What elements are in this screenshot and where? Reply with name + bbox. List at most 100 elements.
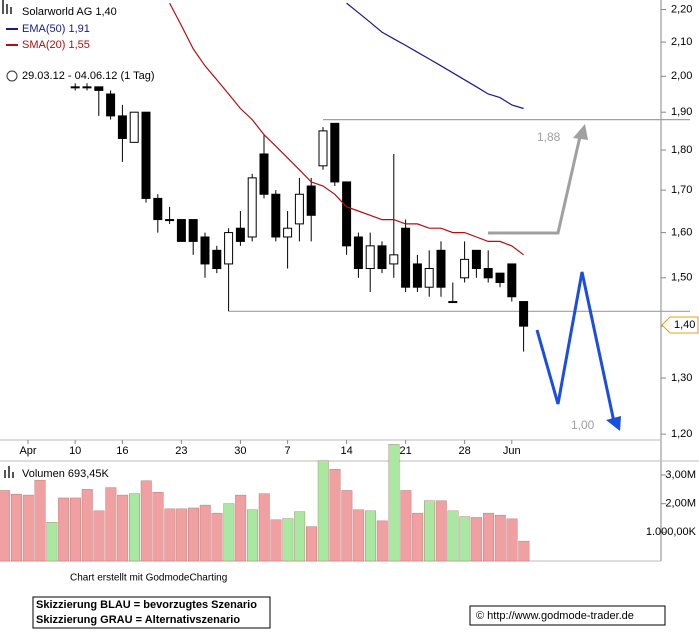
volume-bar bbox=[424, 500, 435, 562]
candle-body bbox=[283, 227, 293, 238]
x-tick-label: 14 bbox=[340, 445, 352, 457]
volume-bar bbox=[329, 469, 341, 562]
volume-bar bbox=[187, 507, 199, 562]
candle-body bbox=[365, 245, 375, 270]
candle-body bbox=[460, 258, 470, 279]
x-tick-label: 21 bbox=[399, 445, 411, 457]
candle-body bbox=[165, 219, 175, 222]
icon bbox=[4, 470, 6, 478]
legend-name: SMA(20) bbox=[22, 39, 65, 51]
note: Skizzierung BLAU = bevorzugtes Szenario bbox=[36, 599, 257, 611]
candle-body bbox=[188, 219, 198, 242]
candle-body bbox=[424, 268, 434, 288]
blue-scenario bbox=[535, 271, 616, 423]
volume-bar bbox=[0, 490, 11, 562]
candle-body bbox=[342, 181, 352, 247]
volume-bar bbox=[176, 508, 188, 562]
icon bbox=[8, 466, 10, 478]
candle-body bbox=[224, 232, 234, 265]
volume-bar bbox=[46, 522, 58, 562]
candle-body bbox=[259, 153, 269, 195]
volume-title: Volumen 693,45K bbox=[22, 468, 110, 480]
price-marker bbox=[661, 316, 699, 334]
candle-body bbox=[247, 177, 257, 238]
volume-bar bbox=[105, 487, 117, 562]
icon bbox=[10, 7, 12, 14]
candle-body bbox=[401, 227, 411, 288]
y-tick-label: 2,10 bbox=[671, 36, 692, 48]
volume-bar bbox=[459, 516, 471, 562]
volume-bar bbox=[58, 497, 70, 562]
volume-bar bbox=[211, 512, 223, 562]
candle-body bbox=[117, 115, 127, 139]
y-tick-label: 1,50 bbox=[671, 272, 692, 284]
copyright-box bbox=[469, 605, 666, 626]
volume-bar bbox=[306, 526, 317, 562]
volume-bar bbox=[376, 520, 388, 562]
volume-bar bbox=[246, 509, 258, 562]
footer: Chart erstellt mit GodmodeCharting bbox=[70, 573, 227, 584]
annotation: 1,00 bbox=[571, 418, 595, 432]
candle-body bbox=[306, 185, 316, 216]
candle-body bbox=[141, 111, 151, 199]
volume-bar bbox=[365, 510, 376, 562]
y-tick-label: 1,90 bbox=[671, 106, 692, 118]
y-tick-label: 1,70 bbox=[671, 184, 692, 196]
volume-bar bbox=[483, 512, 494, 562]
x-tick-label: Apr bbox=[19, 445, 36, 457]
candle-body bbox=[436, 249, 446, 288]
y-tick-label: 1,30 bbox=[671, 372, 692, 384]
volume-bar bbox=[235, 494, 247, 562]
clock-icon bbox=[6, 70, 18, 82]
volume-bar bbox=[447, 510, 459, 562]
volume-bar bbox=[341, 490, 353, 562]
x-tick-label: 10 bbox=[69, 445, 81, 457]
candle-body bbox=[129, 111, 139, 143]
grey-scenario bbox=[488, 131, 583, 235]
volume-bar bbox=[34, 479, 46, 562]
candle-body bbox=[389, 254, 399, 265]
volume-bar bbox=[518, 540, 530, 562]
volume-bar bbox=[258, 493, 270, 562]
volume-bar bbox=[22, 494, 34, 562]
candle-body bbox=[82, 86, 92, 89]
volume-bar bbox=[152, 491, 164, 562]
annotation: 1,88 bbox=[537, 130, 561, 144]
volume-tick-label: 3,00M bbox=[665, 469, 696, 481]
candle-body bbox=[519, 301, 529, 327]
y-tick-label: 2,00 bbox=[671, 70, 692, 82]
volume-bar bbox=[388, 444, 400, 562]
note: Skizzierung GRAU = Alternativszenario bbox=[36, 614, 240, 626]
candle-body bbox=[353, 236, 363, 270]
volume-bar bbox=[69, 497, 81, 562]
volume-bar bbox=[435, 500, 447, 562]
legend-text: Solarworld AG bbox=[22, 6, 92, 18]
volume-bar bbox=[93, 510, 105, 562]
candle-body bbox=[153, 197, 163, 221]
legend-value: 1,40 bbox=[95, 6, 116, 18]
legend-title: Solarworld AG 1,40 bbox=[22, 6, 117, 18]
icon bbox=[2, 0, 4, 14]
x-tick-label: Jun bbox=[503, 445, 521, 457]
volume-bar bbox=[117, 494, 129, 562]
volume-bar bbox=[81, 489, 93, 562]
volume-bar bbox=[353, 509, 365, 562]
volume-bar bbox=[412, 512, 424, 562]
icon bbox=[12, 472, 14, 478]
candle-body bbox=[318, 130, 328, 167]
volume-bar bbox=[317, 460, 329, 562]
y-tick-label: 1,20 bbox=[671, 428, 692, 440]
y-tick-label: 2,20 bbox=[671, 3, 692, 15]
volume-bar bbox=[294, 511, 306, 562]
volume-bar bbox=[140, 480, 152, 562]
arrow-head bbox=[606, 416, 621, 431]
volume-bar bbox=[471, 517, 483, 562]
legend-entry: EMA(50) 1,91 bbox=[22, 23, 90, 35]
volume-bar bbox=[270, 519, 282, 562]
candle-body bbox=[471, 249, 481, 270]
price-marker-label: 1,40 bbox=[674, 319, 695, 331]
period: 29.03.12 - 04.06.12 (1 Tag) bbox=[22, 70, 155, 82]
volume-bar bbox=[164, 508, 176, 562]
volume-tick-label: 2,00M bbox=[665, 498, 696, 510]
